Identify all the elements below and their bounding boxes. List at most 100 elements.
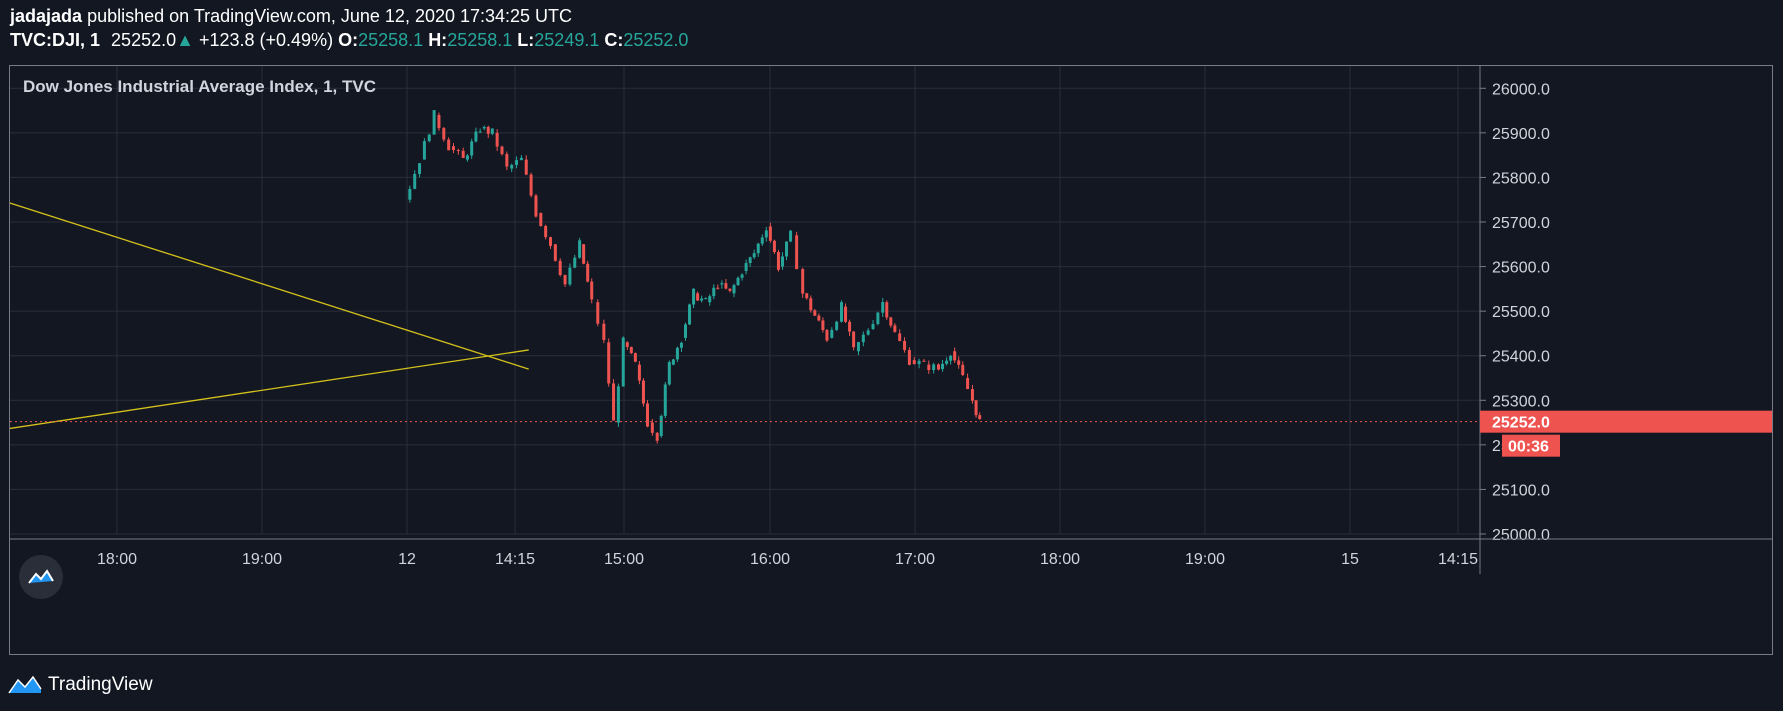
candle-body: [442, 128, 446, 140]
candle-body: [866, 330, 870, 335]
candle-body: [927, 364, 931, 371]
candle-body: [844, 306, 848, 322]
candle-body: [625, 342, 629, 347]
candle-body: [740, 274, 744, 278]
candle-body: [756, 243, 760, 254]
last-price: 25252.0: [111, 30, 177, 50]
candle-body: [945, 360, 949, 364]
candle-body: [903, 340, 907, 350]
candle-body: [637, 364, 641, 381]
candle-body: [852, 331, 856, 348]
candle: [856, 341, 860, 356]
candle-body: [447, 139, 451, 151]
candle-body: [671, 359, 675, 365]
candle-body: [500, 146, 504, 155]
candle: [679, 341, 683, 353]
candle: [893, 323, 897, 333]
publisher-name[interactable]: jadajada: [10, 6, 83, 26]
candle: [861, 331, 865, 347]
candle-body: [922, 360, 926, 362]
candle: [646, 400, 649, 428]
candle-body: [437, 115, 441, 129]
candle: [586, 260, 590, 283]
countdown-box: [1502, 434, 1560, 457]
candle: [432, 110, 436, 135]
candle: [957, 356, 961, 369]
candle: [817, 313, 821, 322]
candle-body: [607, 342, 611, 384]
candle: [427, 133, 431, 143]
candle-body: [486, 126, 490, 134]
candle: [456, 148, 460, 155]
candle-body: [418, 163, 422, 174]
candle: [752, 249, 756, 260]
candle-body: [736, 277, 740, 286]
candle-body: [724, 283, 728, 289]
y-tick-label: 25300.0: [1492, 393, 1550, 410]
candle-body: [667, 362, 671, 385]
candle: [422, 138, 426, 160]
symbol-label[interactable]: TVC:DJI, 1: [10, 30, 101, 50]
candle: [602, 319, 606, 344]
candle-body: [760, 237, 764, 244]
candle-body: [422, 141, 426, 160]
candle: [568, 263, 572, 287]
tradingview-logo-icon[interactable]: [19, 555, 63, 599]
candle-body: [848, 321, 852, 332]
candle-body: [679, 342, 683, 348]
last-price-label: 25252.0: [1492, 415, 1550, 432]
candle-body: [663, 384, 667, 416]
candle-body: [621, 337, 625, 387]
chart-canvas[interactable]: 26000.0 25900.0 25800.0 25700.0 25600.0 25500…: [10, 66, 1772, 654]
candle: [549, 236, 552, 249]
candle: [927, 360, 931, 374]
chart-frame[interactable]: 26000.0 25900.0 25800.0 25700.0 25600.0 25500…: [9, 65, 1773, 655]
candle: [961, 361, 965, 377]
candle-body: [932, 364, 936, 371]
candle-body: [432, 110, 436, 135]
candle-body: [539, 213, 543, 227]
candle: [437, 112, 441, 131]
candle: [490, 128, 494, 136]
candle: [500, 145, 504, 156]
candle-body: [688, 304, 692, 325]
footer-brand[interactable]: TradingView: [48, 674, 153, 695]
published-text: published on TradingView.com, June 12, 2…: [87, 6, 573, 26]
candle-body: [578, 240, 582, 258]
candle: [529, 172, 533, 198]
tradingview-logo-icon[interactable]: [8, 674, 42, 696]
y-tick-label: 25000.0: [1492, 527, 1550, 544]
candle: [768, 222, 772, 243]
candle-body: [408, 188, 412, 200]
low-label: L:: [517, 30, 535, 50]
candle-body: [941, 363, 945, 370]
candle-body: [871, 323, 875, 329]
candle: [903, 337, 907, 353]
candle: [461, 147, 465, 159]
candle: [478, 128, 482, 133]
candle-body: [768, 226, 772, 241]
candle-body: [805, 293, 809, 299]
candle-body: [563, 275, 567, 285]
y-tick-label: 25500.0: [1492, 304, 1550, 321]
candle: [452, 143, 455, 154]
candle-body: [748, 257, 752, 264]
candle-body: [970, 389, 974, 401]
candle: [671, 358, 675, 366]
candle: [795, 231, 799, 270]
candle-body: [978, 415, 982, 420]
candle-body: [490, 128, 494, 134]
candle: [805, 292, 809, 300]
candle-body: [474, 131, 478, 142]
x-tick-label: 14:15: [1438, 551, 1478, 568]
candle: [486, 125, 490, 138]
candle: [692, 288, 696, 309]
candle-body: [732, 285, 736, 294]
candle-body: [720, 283, 724, 285]
candle-body: [549, 237, 552, 246]
candle: [876, 311, 880, 326]
candle: [607, 338, 611, 387]
candle-body: [704, 298, 708, 300]
candle: [776, 249, 780, 272]
candle: [932, 362, 936, 374]
